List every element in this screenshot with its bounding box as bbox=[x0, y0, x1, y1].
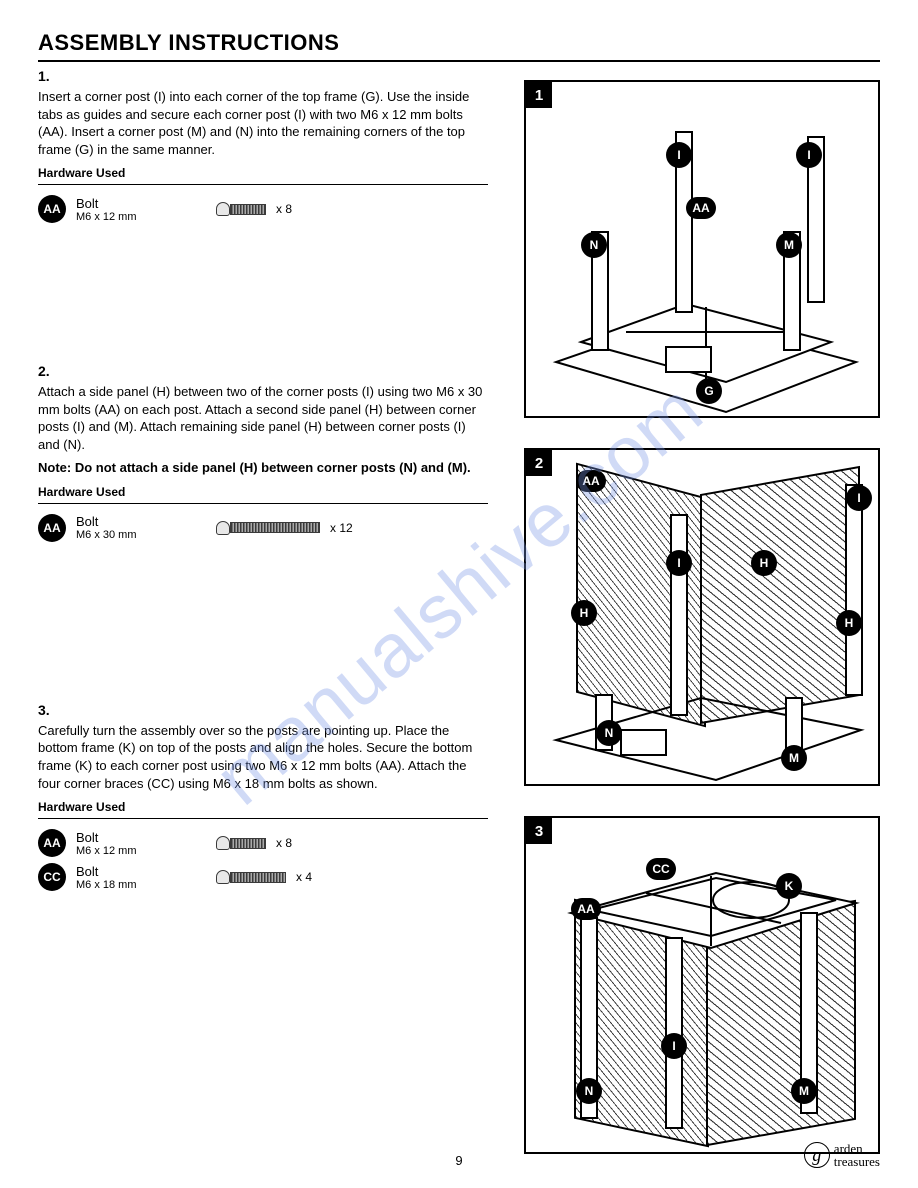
callout-badge: H bbox=[571, 600, 597, 626]
callout-badge: H bbox=[836, 610, 862, 636]
step-2-hw-title: Hardware Used bbox=[38, 485, 488, 499]
hw-code-badge: CC bbox=[38, 863, 66, 891]
hw-row: AA Bolt M6 x 30 mm x 12 bbox=[38, 514, 488, 542]
hw-code-badge: AA bbox=[38, 514, 66, 542]
step-2: 2. Attach a side panel (H) between two o… bbox=[38, 363, 488, 542]
step-3-text: Carefully turn the assembly over so the … bbox=[38, 722, 488, 792]
hw-code-badge: AA bbox=[38, 829, 66, 857]
callout-badge: I bbox=[796, 142, 822, 168]
hw-note: M6 x 12 mm bbox=[76, 845, 216, 857]
callout-badge: I bbox=[661, 1033, 687, 1059]
callout-badge: I bbox=[666, 142, 692, 168]
step-1-num: 1. bbox=[38, 68, 488, 84]
hw-qty: x 8 bbox=[276, 202, 292, 216]
figure-3-drawing bbox=[526, 818, 882, 1156]
step-1-hw-title: Hardware Used bbox=[38, 166, 488, 180]
callout-badge: G bbox=[696, 378, 722, 404]
callout-badge: AA bbox=[576, 470, 606, 492]
step-2-note: Note: Do not attach a side panel (H) bet… bbox=[38, 459, 488, 477]
step-2-num: 2. bbox=[38, 363, 488, 379]
figure-1: 1 IIAANMG bbox=[524, 80, 880, 418]
callout-badge: M bbox=[791, 1078, 817, 1104]
step-1: 1. Insert a corner post (I) into each co… bbox=[38, 68, 488, 223]
callout-badge: N bbox=[596, 720, 622, 746]
hw-code-badge: AA bbox=[38, 195, 66, 223]
step-3: 3. Carefully turn the assembly over so t… bbox=[38, 702, 488, 891]
step-3-hw-title: Hardware Used bbox=[38, 800, 488, 814]
hw-label: Bolt bbox=[76, 830, 98, 845]
bolt-icon bbox=[216, 202, 266, 216]
step-1-text: Insert a corner post (I) into each corne… bbox=[38, 88, 488, 158]
hw-note: M6 x 18 mm bbox=[76, 879, 216, 891]
hw-note: M6 x 12 mm bbox=[76, 211, 216, 223]
hw-label: Bolt bbox=[76, 196, 98, 211]
callout-badge: AA bbox=[686, 197, 716, 219]
figure-1-drawing bbox=[526, 82, 882, 420]
step-2-text: Attach a side panel (H) between two of t… bbox=[38, 383, 488, 453]
callout-badge: CC bbox=[646, 858, 676, 880]
logo-glyph: g bbox=[804, 1142, 830, 1168]
brand-logo: g arden treasures bbox=[804, 1142, 880, 1168]
bolt-icon bbox=[216, 870, 286, 884]
callout-badge: M bbox=[776, 232, 802, 258]
callout-badge: N bbox=[581, 232, 607, 258]
callout-badge: AA bbox=[571, 898, 601, 920]
hw-row: AA Bolt M6 x 12 mm x 8 bbox=[38, 195, 488, 223]
hw-note: M6 x 30 mm bbox=[76, 529, 216, 541]
callout-badge: N bbox=[576, 1078, 602, 1104]
callout-badge: I bbox=[666, 550, 692, 576]
step-3-num: 3. bbox=[38, 702, 488, 718]
callout-badge: M bbox=[781, 745, 807, 771]
callout-badge: K bbox=[776, 873, 802, 899]
hw-qty: x 4 bbox=[296, 870, 312, 884]
hw-row: AA Bolt M6 x 12 mm x 8 bbox=[38, 829, 488, 857]
bolt-icon bbox=[216, 836, 266, 850]
bolt-icon bbox=[216, 521, 320, 535]
figure-2: 2 AAIIHHHNM bbox=[524, 448, 880, 786]
section-title: ASSEMBLY INSTRUCTIONS bbox=[38, 30, 880, 62]
logo-line2: treasures bbox=[834, 1155, 880, 1168]
hw-qty: x 12 bbox=[330, 521, 353, 535]
callout-badge: H bbox=[751, 550, 777, 576]
figure-3: 3 CCKAAINM bbox=[524, 816, 880, 1154]
hw-qty: x 8 bbox=[276, 836, 292, 850]
page-number: 9 bbox=[455, 1153, 462, 1168]
hw-row: CC Bolt M6 x 18 mm x 4 bbox=[38, 863, 488, 891]
hw-label: Bolt bbox=[76, 864, 98, 879]
callout-badge: I bbox=[846, 485, 872, 511]
hw-label: Bolt bbox=[76, 514, 98, 529]
